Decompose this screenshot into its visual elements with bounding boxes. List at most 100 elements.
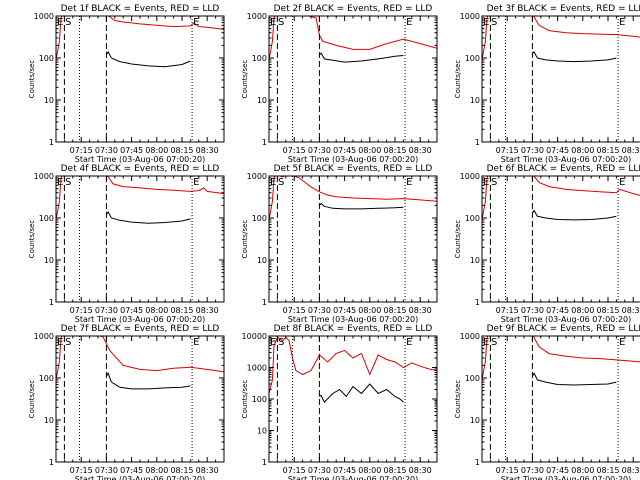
plot-frame — [55, 15, 225, 143]
marker-S: S — [65, 337, 71, 348]
series-line-lld — [482, 336, 640, 380]
x-tick-label: 07:15 — [70, 306, 93, 315]
x-tick-label: 07:45 — [333, 306, 356, 315]
series-line-lld — [56, 336, 224, 380]
x-axis-label: Start Time (03-Aug-06 07:00:20) — [501, 155, 632, 164]
x-tick-label: 08:00 — [145, 146, 168, 155]
x-axis-label: Start Time (03-Aug-06 07:00:20) — [288, 475, 419, 480]
y-tick-label: 100 — [252, 214, 267, 223]
x-tick-label: 07:30 — [308, 146, 331, 155]
x-tick-label: 07:45 — [120, 466, 143, 475]
series-line-events — [319, 52, 404, 63]
plot-frame — [55, 175, 225, 303]
x-tick-label: 07:30 — [521, 306, 544, 315]
y-axis-label: Counts/sec — [28, 60, 36, 99]
panel-title: Det 7f BLACK = Events, RED = LLD — [61, 324, 220, 334]
x-tick-label: 08:00 — [358, 306, 381, 315]
y-tick-label: 10 — [257, 96, 267, 105]
x-tick-label: 07:30 — [521, 146, 544, 155]
marker-S: S — [65, 177, 71, 188]
x-tick-label: 08:15 — [170, 146, 193, 155]
y-tick-label: 100 — [39, 374, 54, 383]
plot-area — [482, 16, 640, 63]
x-tick-label: 08:30 — [196, 146, 219, 155]
x-tick-label: 07:30 — [95, 146, 118, 155]
plot-frame — [55, 335, 225, 463]
series-line-lld — [269, 176, 437, 220]
plot-area — [482, 336, 640, 386]
y-tick-label: 10000 — [242, 332, 267, 341]
plot-area — [56, 16, 224, 68]
x-tick-label: 07:30 — [95, 306, 118, 315]
y-axis-label: Counts/sec — [241, 380, 249, 419]
y-axis-label: Counts/sec — [241, 60, 249, 99]
x-axis-label: Start Time (03-Aug-06 07:00:20) — [501, 475, 632, 480]
x-tick-label: 07:45 — [333, 466, 356, 475]
marker-E-start: E — [270, 17, 276, 28]
y-tick-label: 1 — [475, 298, 480, 307]
x-tick-label: 07:15 — [70, 466, 93, 475]
x-tick-label: 07:45 — [546, 466, 569, 475]
y-tick-label: 10 — [257, 256, 267, 265]
x-tick-label: 07:15 — [496, 466, 519, 475]
x-tick-label: 08:00 — [145, 306, 168, 315]
y-tick-label: 10 — [470, 416, 480, 425]
x-tick-label: 07:30 — [95, 466, 118, 475]
marker-S: S — [278, 177, 284, 188]
marker-E-start: E — [57, 17, 63, 28]
series-line-events — [319, 202, 404, 210]
x-tick-label: 08:15 — [383, 466, 406, 475]
y-tick-label: 10 — [257, 427, 267, 436]
marker-E-end: E — [406, 17, 412, 28]
y-tick-label: 1000 — [34, 172, 54, 181]
panel-title: Det 1f BLACK = Events, RED = LLD — [61, 4, 220, 14]
y-tick-label: 1000 — [247, 172, 267, 181]
y-tick-label: 1000 — [460, 12, 480, 21]
y-tick-label: 1000 — [247, 12, 267, 21]
series-line-events — [105, 371, 191, 390]
y-tick-label: 1 — [262, 298, 267, 307]
y-tick-label: 100 — [252, 54, 267, 63]
y-tick-label: 10 — [470, 96, 480, 105]
x-tick-label: 08:15 — [596, 146, 619, 155]
series-line-events — [532, 51, 617, 63]
marker-E-end: E — [619, 177, 625, 188]
x-tick-label: 08:30 — [196, 466, 219, 475]
x-axis-label: Start Time (03-Aug-06 07:00:20) — [288, 155, 419, 164]
x-axis-label: Start Time (03-Aug-06 07:00:20) — [75, 155, 206, 164]
marker-E-end: E — [406, 337, 412, 348]
x-axis-label: Start Time (03-Aug-06 07:00:20) — [75, 315, 206, 324]
y-tick-label: 1000 — [460, 172, 480, 181]
y-axis-label: Counts/sec — [454, 380, 462, 419]
x-tick-label: 08:15 — [596, 466, 619, 475]
x-tick-label: 08:00 — [571, 466, 594, 475]
marker-E-start: E — [483, 177, 489, 188]
plot-area — [56, 336, 224, 390]
y-tick-label: 1 — [49, 298, 54, 307]
marker-S: S — [278, 337, 284, 348]
plot-area — [269, 336, 437, 403]
series-line-events — [531, 372, 617, 386]
x-tick-label: 08:30 — [622, 306, 640, 315]
panel-title: Det 4f BLACK = Events, RED = LLD — [61, 164, 220, 174]
y-axis-label: Counts/sec — [241, 220, 249, 259]
y-tick-label: 1 — [49, 458, 54, 467]
series-line-lld — [482, 16, 640, 60]
x-tick-label: 08:15 — [170, 306, 193, 315]
marker-E-end: E — [619, 337, 625, 348]
plot-area — [56, 176, 224, 224]
panel-title: Det 3f BLACK = Events, RED = LLD — [487, 4, 640, 14]
y-tick-label: 10 — [44, 256, 54, 265]
x-tick-label: 08:30 — [409, 306, 432, 315]
y-tick-label: 100 — [465, 374, 480, 383]
y-tick-label: 10 — [470, 256, 480, 265]
panel-title: Det 9f BLACK = Events, RED = LLD — [487, 324, 640, 334]
marker-E-start: E — [483, 17, 489, 28]
y-tick-label: 100 — [252, 395, 267, 404]
x-tick-label: 08:00 — [358, 466, 381, 475]
